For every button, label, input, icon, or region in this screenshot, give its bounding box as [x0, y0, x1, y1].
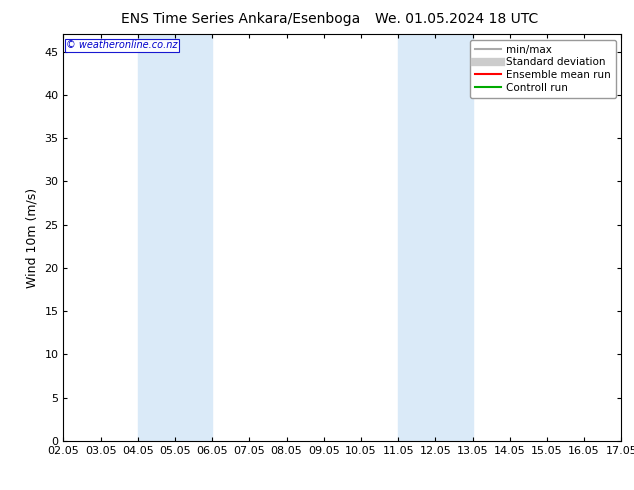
Bar — [138, 34, 212, 441]
Legend: min/max, Standard deviation, Ensemble mean run, Controll run: min/max, Standard deviation, Ensemble me… — [470, 40, 616, 98]
Text: We. 01.05.2024 18 UTC: We. 01.05.2024 18 UTC — [375, 12, 538, 26]
Y-axis label: Wind 10m (m/s): Wind 10m (m/s) — [26, 188, 39, 288]
Bar — [398, 34, 472, 441]
Text: ENS Time Series Ankara/Esenboga: ENS Time Series Ankara/Esenboga — [121, 12, 361, 26]
Text: © weatheronline.co.nz: © weatheronline.co.nz — [66, 40, 178, 50]
